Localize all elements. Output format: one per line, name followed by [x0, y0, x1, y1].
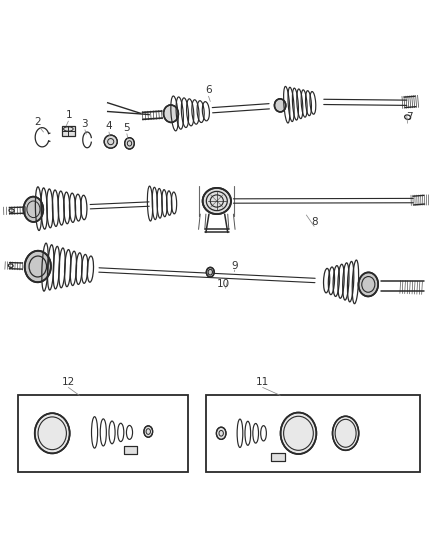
- Text: 6: 6: [205, 85, 212, 95]
- Bar: [124, 446, 137, 454]
- Ellipse shape: [104, 135, 117, 148]
- Ellipse shape: [24, 197, 43, 222]
- Ellipse shape: [203, 188, 231, 214]
- Text: 3: 3: [81, 119, 88, 129]
- Ellipse shape: [144, 426, 152, 437]
- Ellipse shape: [216, 427, 226, 439]
- Ellipse shape: [332, 416, 359, 450]
- Text: 12: 12: [62, 377, 75, 386]
- Bar: [18, 395, 188, 472]
- Bar: [124, 446, 137, 454]
- Text: 10: 10: [217, 279, 230, 289]
- Ellipse shape: [275, 99, 286, 112]
- Bar: [272, 453, 286, 461]
- Text: 9: 9: [231, 261, 238, 271]
- Ellipse shape: [358, 272, 378, 296]
- Text: 2: 2: [35, 117, 41, 127]
- Bar: [272, 453, 286, 461]
- Ellipse shape: [281, 413, 316, 454]
- Ellipse shape: [163, 105, 178, 123]
- Ellipse shape: [35, 413, 70, 454]
- Ellipse shape: [125, 138, 134, 149]
- Ellipse shape: [206, 268, 214, 277]
- Text: 5: 5: [123, 123, 130, 133]
- Ellipse shape: [25, 251, 51, 282]
- Text: 4: 4: [105, 121, 112, 131]
- Text: 7: 7: [406, 112, 412, 123]
- Text: 11: 11: [256, 377, 269, 386]
- Bar: [206, 395, 420, 472]
- Text: 8: 8: [312, 217, 318, 227]
- Bar: [62, 126, 75, 135]
- Text: 1: 1: [66, 110, 73, 120]
